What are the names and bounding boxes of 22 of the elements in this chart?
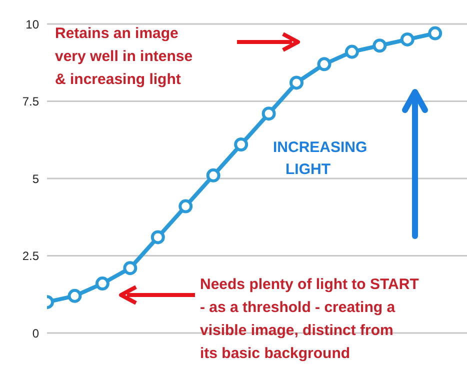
point <box>400 32 414 46</box>
point <box>95 276 110 291</box>
y-tick-label: 5 <box>32 172 40 186</box>
y-tick-label: 7.5 <box>22 94 40 109</box>
point <box>178 199 193 214</box>
point <box>150 230 165 244</box>
y-tick-label: 10 <box>26 17 40 32</box>
annotation: Retains an image very well in intense & increasing light <box>55 24 193 90</box>
point <box>123 261 138 276</box>
point <box>428 26 442 40</box>
point <box>262 106 276 121</box>
point <box>317 57 332 72</box>
point <box>372 38 387 53</box>
y-tick-label: 0 <box>32 326 40 340</box>
point <box>206 168 220 182</box>
annotation: INCREASING LIGHT <box>273 138 368 180</box>
point <box>68 288 82 303</box>
annotation: Needs plenty of light to START - as a threshold - creating a visible image, distinct from its basic background <box>200 275 419 364</box>
point <box>234 138 248 152</box>
y-tick-label: 2.5 <box>22 249 40 264</box>
point <box>290 76 304 90</box>
point <box>344 44 359 59</box>
